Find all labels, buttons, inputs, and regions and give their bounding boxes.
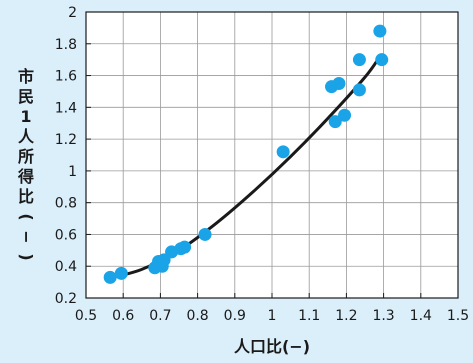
data-point [178,240,192,254]
y-tick-label: 1.8 [55,37,77,53]
data-point [373,24,387,38]
y-tick-label: 2 [68,5,77,21]
data-points [103,24,389,284]
grid [86,12,458,298]
x-tick-label: 1 [268,308,277,324]
x-tick-label: 1.1 [298,308,320,324]
y-axis-title-char: ) [17,253,36,260]
data-point [352,53,366,67]
data-point [198,227,212,241]
data-point [276,145,290,159]
y-axis-title-char: 民 [18,87,34,106]
x-axis-ticks: 0.5 0.6 0.7 0.8 0.9 1 1.1 1.2 1.3 1.4 1.5 [75,293,469,324]
x-tick-label: 0.9 [224,308,246,324]
data-point [338,108,352,122]
y-tick-label: 1.6 [55,69,77,85]
data-point [375,53,389,67]
data-point [114,266,128,280]
x-axis-title: 人口比(−) [234,337,310,356]
data-point [328,115,342,129]
x-tick-label: 1.3 [372,308,394,324]
y-axis-title-char: 所 [18,147,34,166]
data-point [352,83,366,97]
y-tick-label: 0.8 [55,196,77,212]
y-axis-ticks: 0.2 0.4 0.6 0.8 1 1.2 1.4 1.6 1.8 2 [55,5,91,307]
y-tick-label: 0.2 [55,291,77,307]
y-tick-label: 1.2 [55,132,77,148]
x-tick-label: 0.8 [186,308,208,324]
x-tick-label: 0.5 [75,308,97,324]
y-tick-label: 0.4 [55,259,77,275]
y-axis-title-char: 得 [17,167,34,186]
y-axis-title-char: 比 [18,187,34,206]
x-tick-label: 1.4 [410,308,432,324]
x-tick-label: 0.6 [112,308,134,324]
y-axis-title-char: ( [17,213,36,220]
y-axis-title-char: 1 [20,107,31,126]
x-tick-label: 0.7 [149,308,171,324]
x-tick-label: 1.5 [447,308,469,324]
x-tick-label: 1.2 [335,308,357,324]
y-tick-label: 1.4 [55,100,77,116]
y-axis-title-char: 市 [18,67,34,86]
y-axis-title-char: 人 [18,127,35,146]
y-axis-title-char: − [17,230,36,243]
data-point [332,77,346,90]
data-point [103,270,117,284]
y-tick-label: 0.6 [55,227,77,243]
y-tick-label: 1 [68,164,77,180]
